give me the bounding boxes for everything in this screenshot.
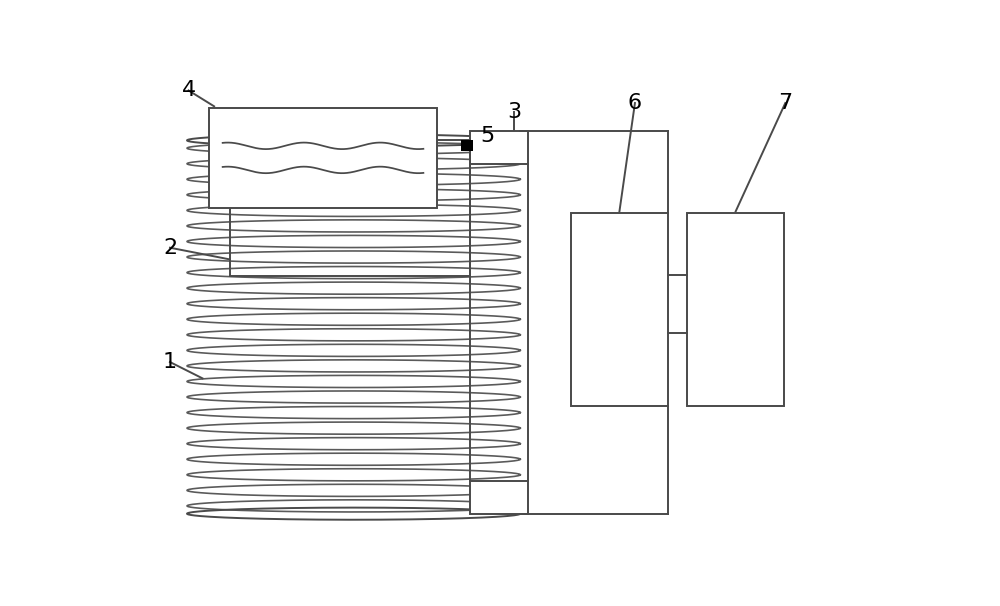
Bar <box>209 108 437 208</box>
Bar <box>470 481 528 514</box>
Text: 5: 5 <box>481 125 495 145</box>
Text: 2: 2 <box>163 238 177 258</box>
Text: 4: 4 <box>181 81 196 101</box>
Bar <box>470 131 528 164</box>
Text: 1: 1 <box>163 352 177 372</box>
Bar <box>461 141 473 151</box>
Bar <box>687 213 784 407</box>
Text: 6: 6 <box>628 93 642 113</box>
Text: 7: 7 <box>778 93 792 113</box>
Bar <box>571 213 668 407</box>
Text: 3: 3 <box>507 102 521 122</box>
